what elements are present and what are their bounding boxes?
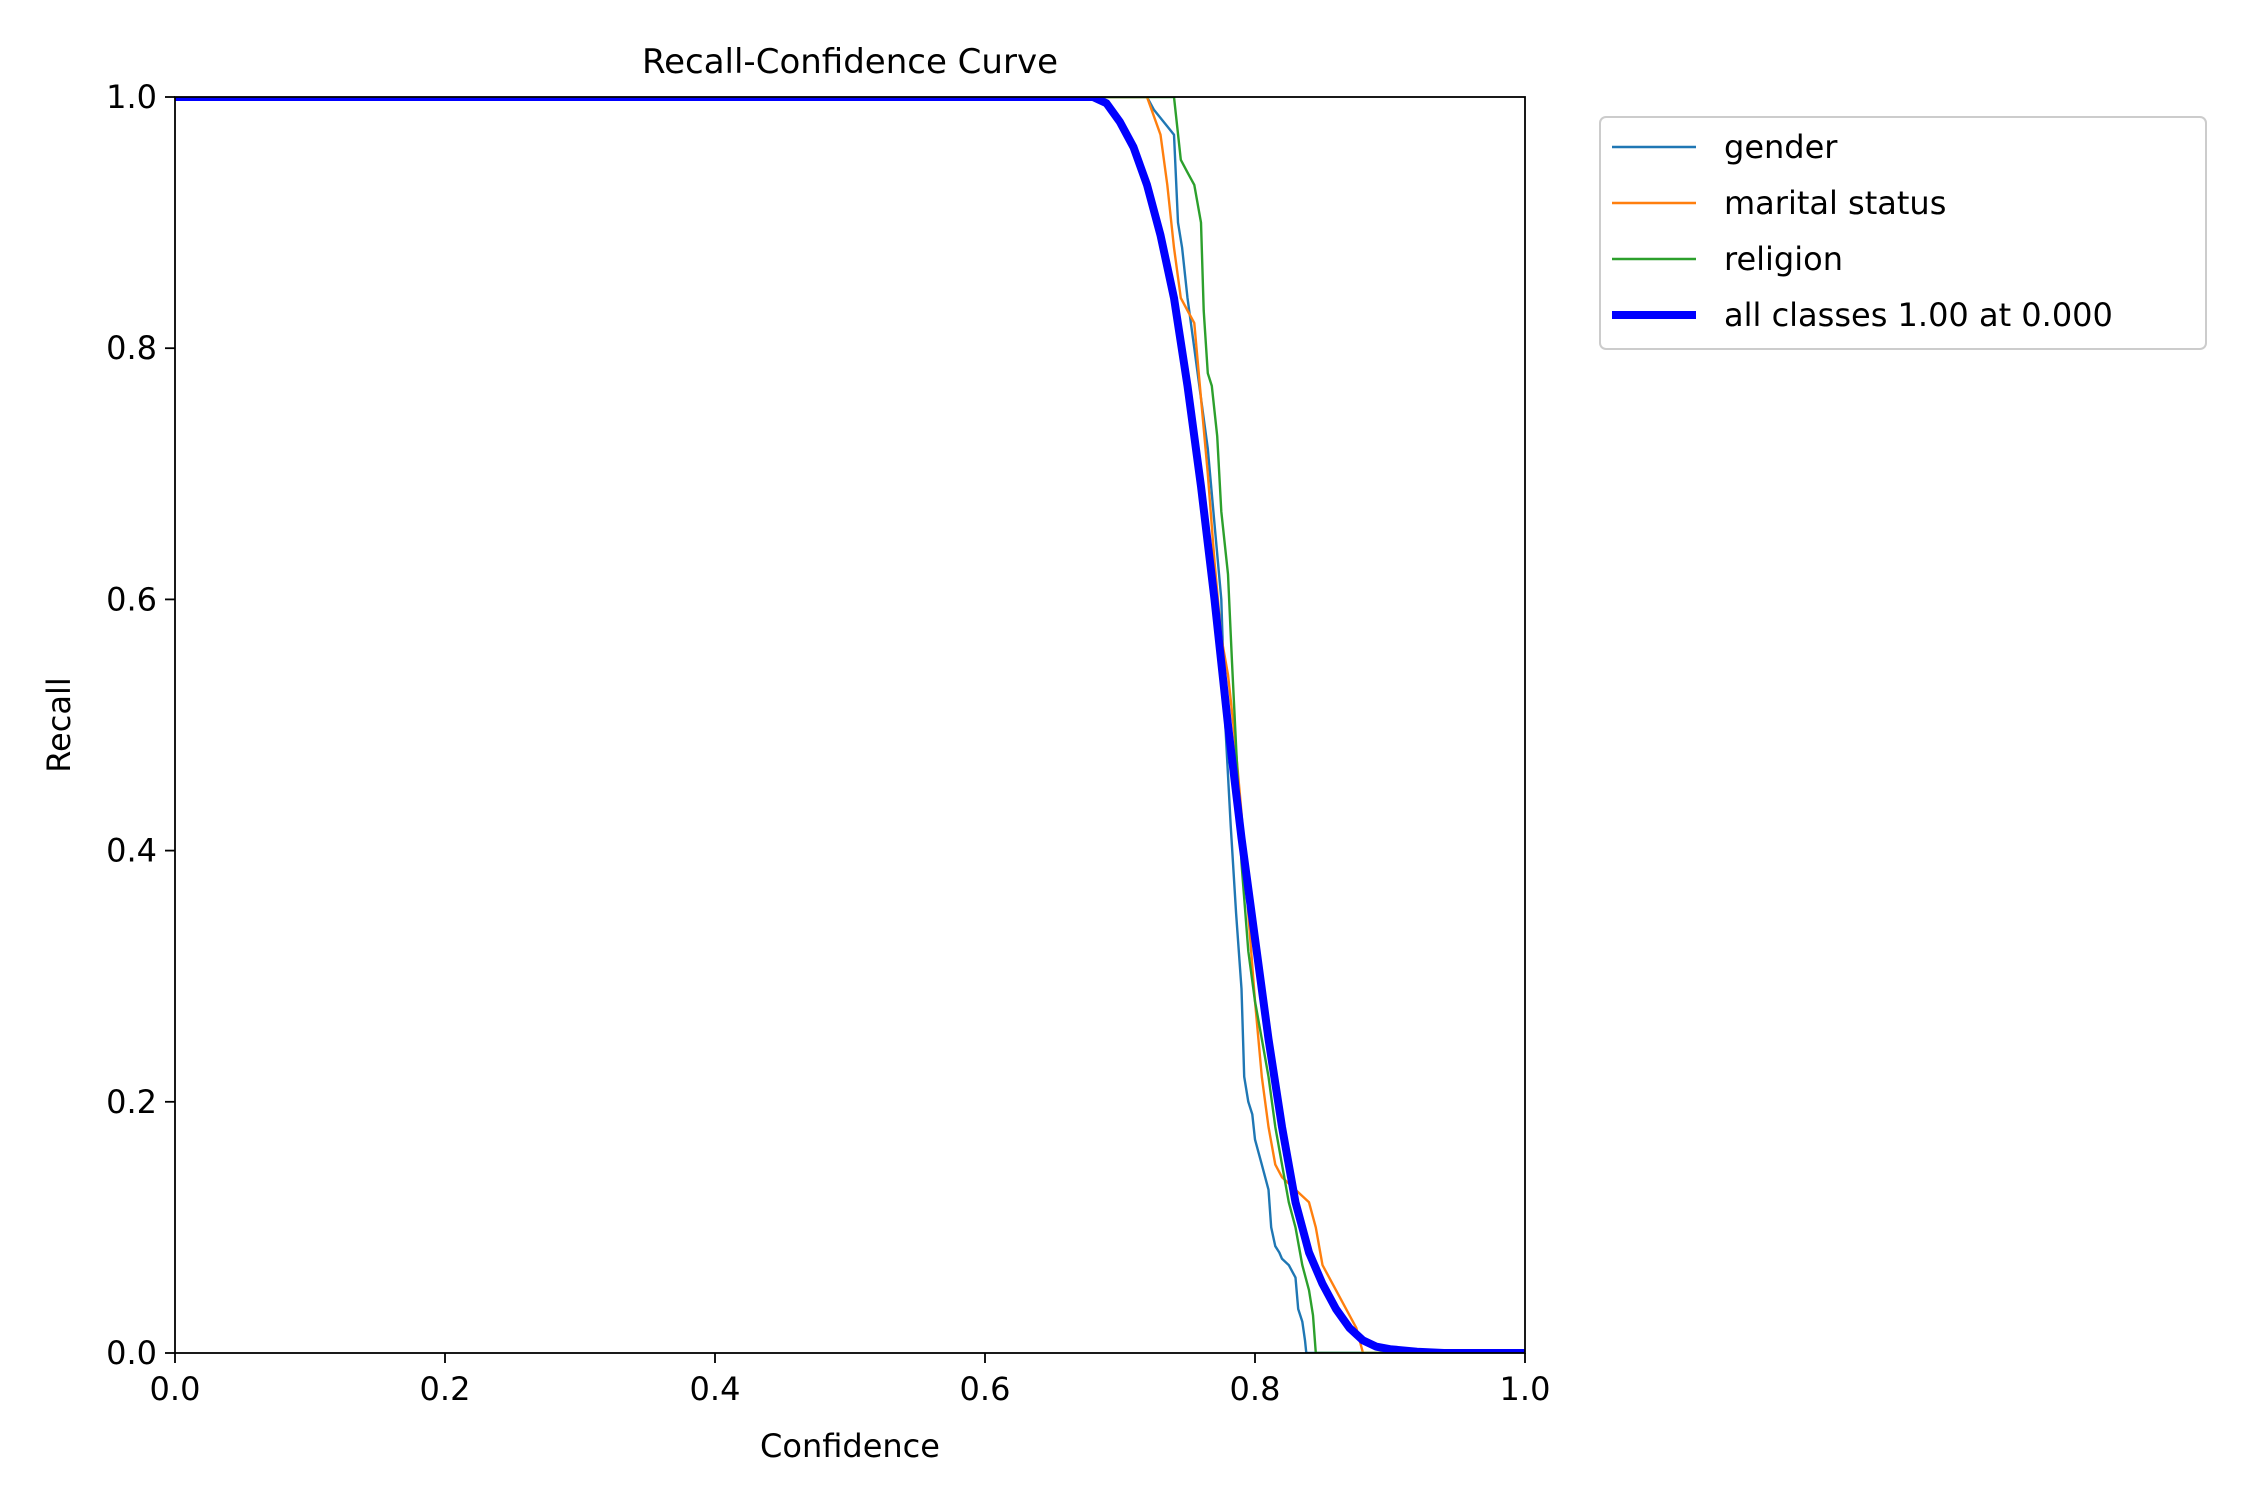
y-tick-label: 0.8 bbox=[106, 329, 157, 367]
x-tick-label: 1.0 bbox=[1500, 1370, 1551, 1408]
x-tick-label: 0.0 bbox=[150, 1370, 201, 1408]
chart-title: Recall-Confidence Curve bbox=[642, 42, 1058, 82]
legend-box bbox=[1599, 116, 2207, 350]
y-axis: 0.0 0.2 0.4 0.6 0.8 1.0 bbox=[106, 78, 175, 1372]
series-line-gender bbox=[175, 97, 1525, 1353]
y-tick-label: 0.0 bbox=[106, 1334, 157, 1372]
plot-area bbox=[174, 96, 1526, 1354]
y-tick-label: 0.4 bbox=[106, 832, 157, 870]
legend-label: gender bbox=[1724, 128, 1838, 166]
x-axis-label: Confidence bbox=[760, 1427, 940, 1465]
y-axis-label: Recall bbox=[40, 677, 78, 772]
x-axis: 0.0 0.2 0.4 0.6 0.8 1.0 bbox=[150, 1353, 1551, 1408]
series-line-all bbox=[175, 97, 1525, 1353]
legend-label: religion bbox=[1724, 240, 1843, 278]
x-tick-label: 0.6 bbox=[960, 1370, 1011, 1408]
legend: gender marital status religion all classes … bbox=[1599, 116, 2207, 350]
x-tick-label: 0.2 bbox=[420, 1370, 471, 1408]
x-tick-label: 0.8 bbox=[1230, 1370, 1281, 1408]
plot-frame bbox=[174, 96, 1526, 1354]
y-tick-label: 1.0 bbox=[106, 78, 157, 116]
legend-label: marital status bbox=[1724, 184, 1946, 222]
legend-label: all classes 1.00 at 0.000 bbox=[1724, 296, 2113, 334]
y-tick-label: 0.6 bbox=[106, 580, 157, 618]
x-tick-label: 0.4 bbox=[690, 1370, 741, 1408]
y-tick-label: 0.2 bbox=[106, 1083, 157, 1121]
